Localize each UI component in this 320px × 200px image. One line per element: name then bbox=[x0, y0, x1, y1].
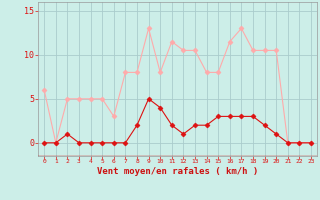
X-axis label: Vent moyen/en rafales ( km/h ): Vent moyen/en rafales ( km/h ) bbox=[97, 167, 258, 176]
